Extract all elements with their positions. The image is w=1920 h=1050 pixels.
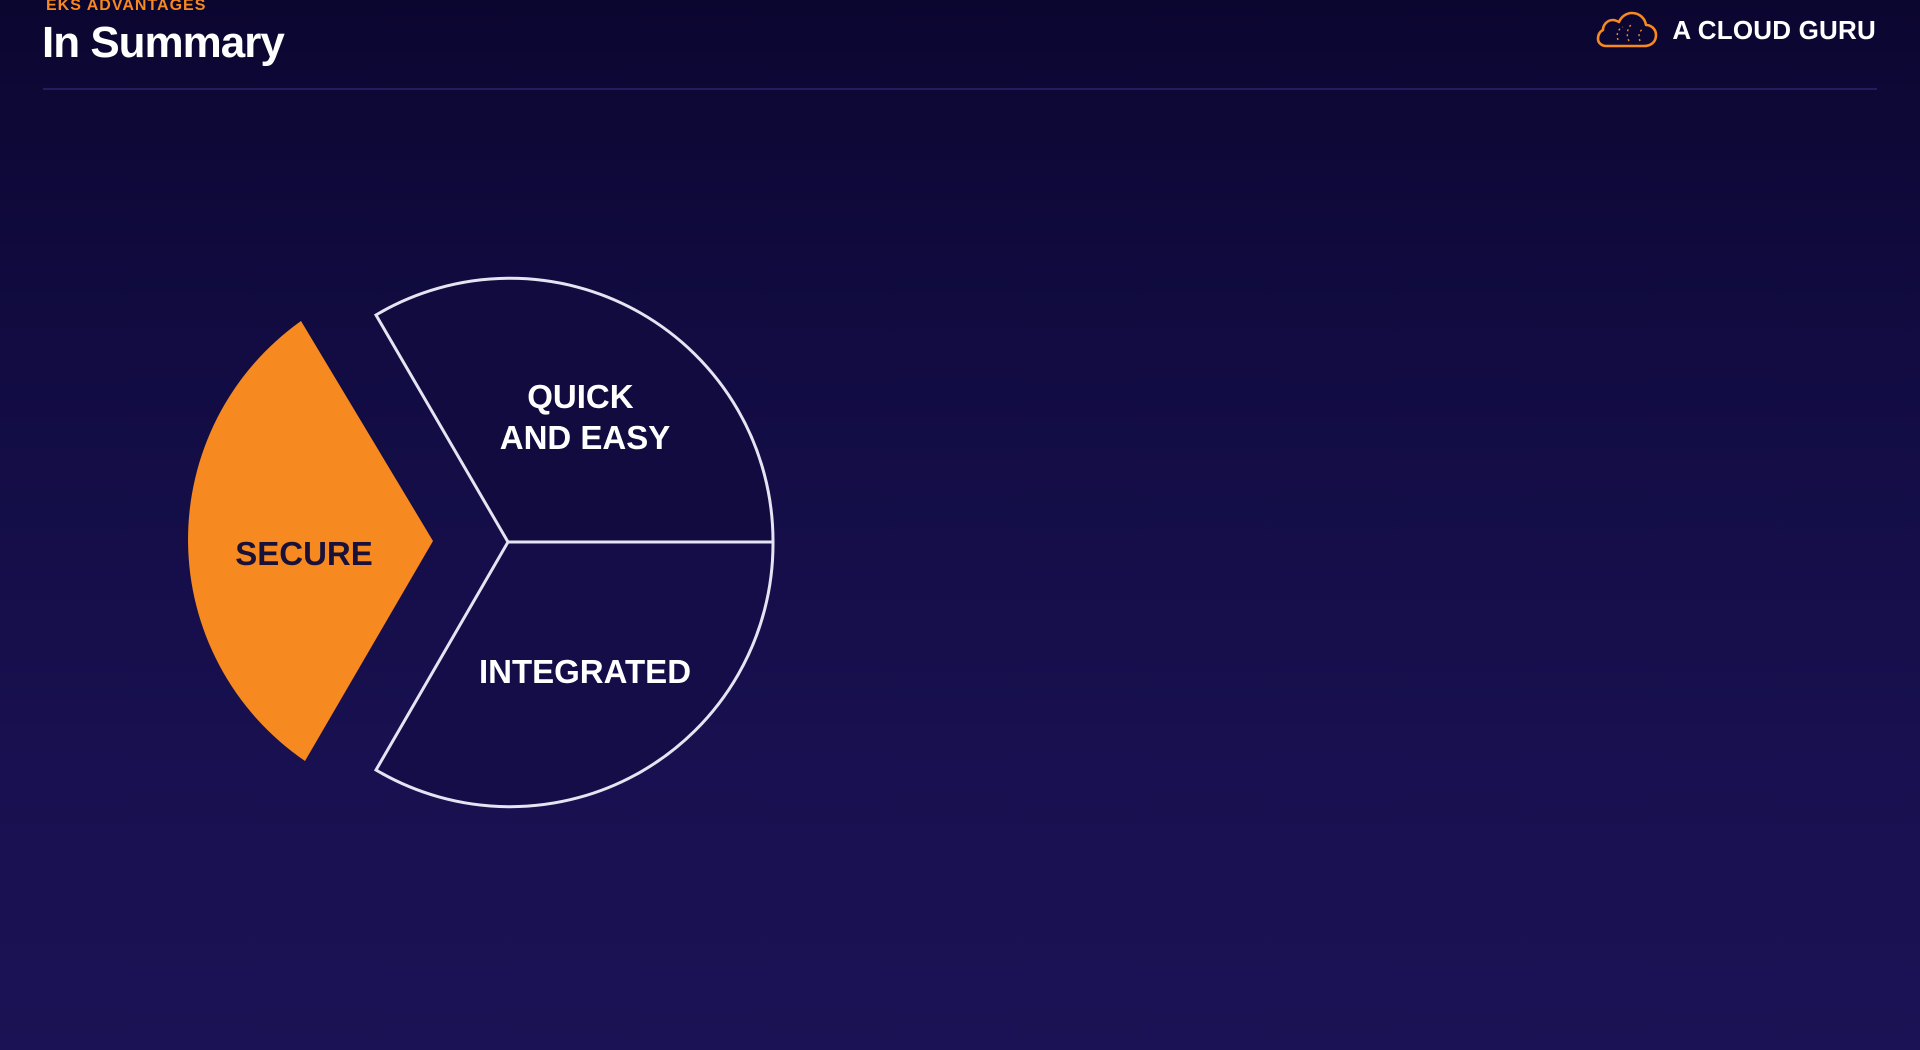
integrated-segment: [373, 540, 775, 809]
quick-label: QUICK AND EASY: [500, 378, 671, 456]
page-title: In Summary: [42, 18, 285, 67]
header-divider: [43, 88, 1877, 90]
integrated-label: INTEGRATED: [479, 653, 691, 690]
quick-label-line-2: AND EASY: [500, 419, 671, 456]
quick-segment: [373, 276, 775, 544]
quick-label-line-1: QUICK: [527, 378, 634, 415]
section-eyebrow: EKS ADVANTAGES: [46, 0, 207, 14]
brand-logo: A CLOUD GURU: [1596, 10, 1876, 50]
secure-label: SECURE: [235, 535, 373, 572]
brand-name: A CLOUD GURU: [1672, 14, 1876, 45]
cloud-icon: [1597, 11, 1658, 48]
secure-segment: [188, 321, 433, 761]
slide-header: EKS ADVANTAGES In Summary A CLOUD GURU: [0, 0, 1920, 92]
